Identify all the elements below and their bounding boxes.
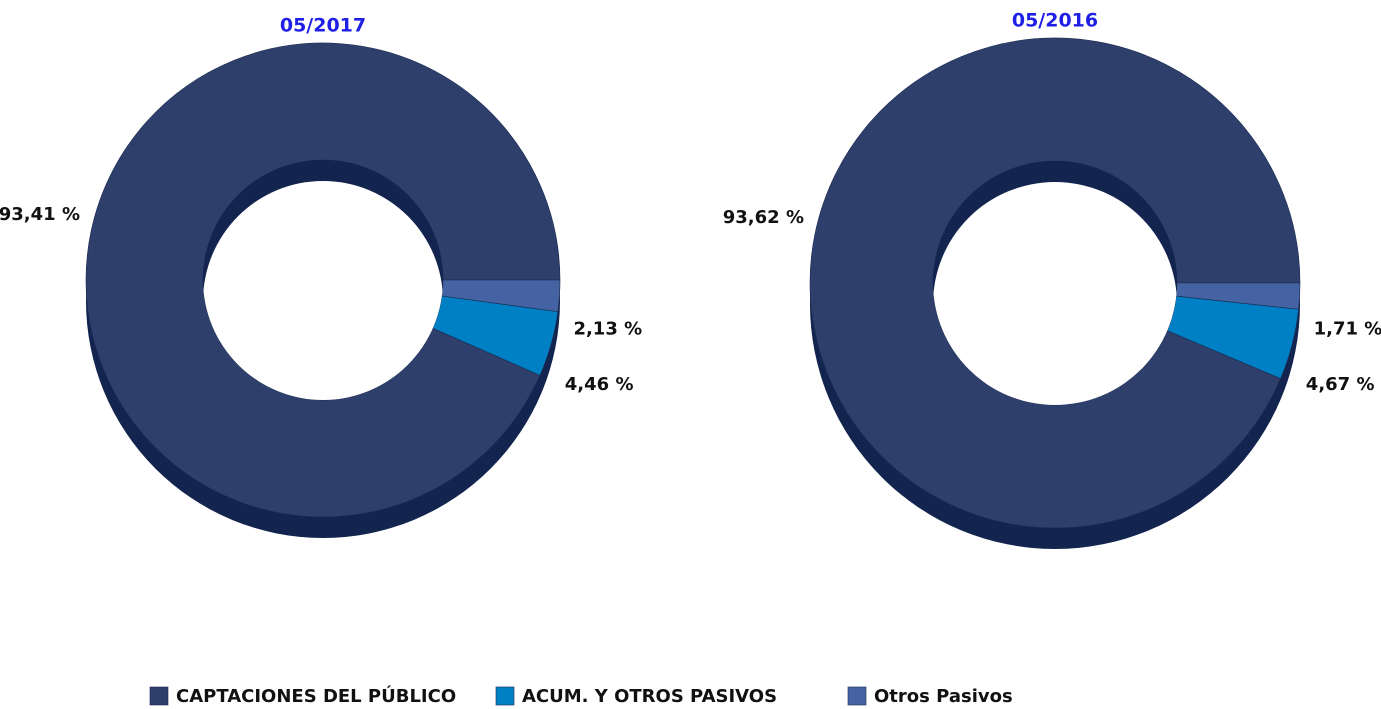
data-label: 93,62 % [723, 207, 804, 228]
legend-swatch [149, 686, 169, 706]
hole [203, 181, 443, 400]
legend-label: Otros Pasivos [874, 686, 1013, 707]
legend-swatch [495, 686, 515, 706]
chart-title: 05/2016 [1012, 10, 1098, 32]
legend-label: ACUM. Y OTROS PASIVOS [522, 686, 777, 707]
data-label: 2,13 % [573, 319, 642, 340]
legend-label: CAPTACIONES DEL PÚBLICO [176, 685, 456, 707]
chart-title: 05/2017 [280, 15, 366, 37]
data-label: 4,46 % [565, 374, 634, 395]
data-label: 93,41 % [0, 204, 80, 225]
data-label: 1,71 % [1314, 319, 1381, 340]
legend-swatch [847, 686, 867, 706]
hole [933, 182, 1177, 405]
data-label: 4,67 % [1306, 374, 1375, 395]
